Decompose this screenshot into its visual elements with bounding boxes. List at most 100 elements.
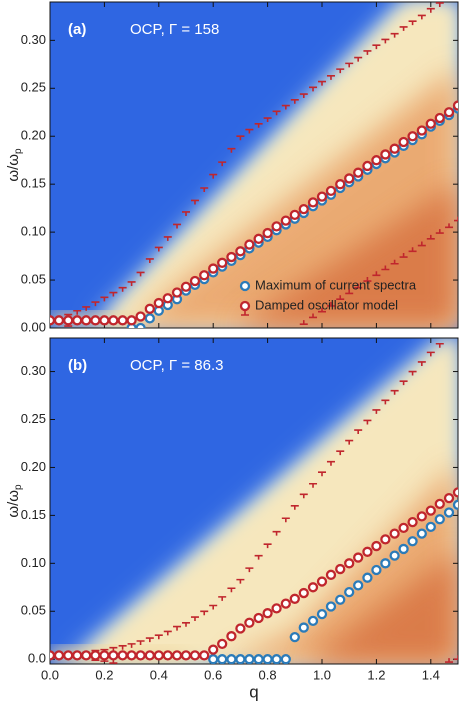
data-point bbox=[434, 514, 445, 525]
data-point bbox=[371, 564, 382, 576]
error-cap bbox=[254, 554, 263, 560]
data-point bbox=[253, 654, 264, 664]
error-cap bbox=[218, 596, 227, 601]
data-point bbox=[217, 257, 228, 268]
data-point bbox=[371, 155, 382, 166]
data-point bbox=[434, 498, 445, 510]
error-cap bbox=[399, 253, 408, 258]
data-point bbox=[81, 650, 92, 661]
data-point bbox=[199, 650, 210, 661]
error-cap bbox=[118, 644, 127, 650]
x-tick-label: 0.6 bbox=[204, 667, 222, 682]
data-point bbox=[335, 563, 346, 575]
data-point bbox=[452, 499, 458, 510]
data-point bbox=[99, 650, 110, 661]
data-point bbox=[235, 654, 246, 664]
error-cap bbox=[290, 99, 299, 104]
data-point bbox=[389, 528, 400, 539]
data-point bbox=[335, 179, 346, 190]
error-cap bbox=[290, 504, 299, 510]
data-point bbox=[108, 315, 119, 326]
data-point bbox=[126, 315, 137, 326]
data-point bbox=[53, 315, 65, 326]
legend-marker bbox=[239, 300, 251, 312]
y-tick-label: 0.10 bbox=[21, 224, 46, 239]
error-cap bbox=[390, 259, 399, 265]
data-point bbox=[298, 203, 309, 215]
legend-label: Maximum of current spectra bbox=[255, 277, 417, 292]
error-cap bbox=[408, 247, 417, 253]
error-cap bbox=[127, 281, 136, 286]
data-point bbox=[117, 650, 128, 661]
y-tick-label: 0.10 bbox=[21, 555, 46, 570]
error-cap bbox=[236, 135, 245, 141]
data-point bbox=[425, 521, 436, 533]
error-cap bbox=[109, 291, 118, 297]
data-point bbox=[325, 569, 337, 580]
error-cap bbox=[73, 309, 82, 315]
error-cap bbox=[318, 307, 326, 313]
x-tick-label: 0.8 bbox=[259, 667, 277, 682]
error-cap bbox=[417, 14, 426, 20]
error-cap bbox=[263, 117, 272, 123]
error-cap bbox=[281, 517, 290, 523]
data-point bbox=[316, 191, 328, 202]
data-point bbox=[244, 654, 255, 664]
data-point bbox=[189, 650, 201, 661]
error-cap bbox=[100, 296, 109, 302]
error-cap bbox=[127, 643, 136, 648]
annotation: OCP, Γ = 158 bbox=[130, 21, 219, 38]
data-point bbox=[325, 601, 337, 612]
heatmap bbox=[50, 338, 458, 664]
y-tick-label: 0.25 bbox=[21, 411, 46, 426]
data-point bbox=[335, 594, 346, 605]
data-point bbox=[452, 100, 458, 111]
error-cap bbox=[336, 295, 345, 301]
error-cap bbox=[91, 301, 100, 307]
error-cap bbox=[363, 277, 372, 282]
data-point bbox=[262, 227, 273, 239]
data-point bbox=[344, 558, 355, 569]
data-point bbox=[50, 315, 56, 326]
data-point bbox=[262, 654, 273, 664]
error-cap bbox=[272, 530, 281, 536]
y-tick-label: 0.30 bbox=[21, 32, 46, 47]
data-point bbox=[280, 598, 291, 609]
data-point bbox=[425, 118, 436, 129]
data-point bbox=[380, 149, 391, 160]
error-cap bbox=[454, 655, 458, 661]
data-point bbox=[289, 632, 300, 643]
data-point bbox=[63, 650, 74, 661]
y-tick-label: 0.0 bbox=[28, 651, 46, 666]
error-cap bbox=[154, 246, 163, 252]
error-cap bbox=[118, 286, 127, 292]
data-point bbox=[90, 650, 101, 661]
data-point bbox=[180, 281, 192, 292]
error-cap bbox=[173, 625, 182, 631]
error-cap bbox=[435, 2, 444, 7]
y-axis-label: ω/ωp bbox=[5, 148, 24, 182]
error-cap bbox=[326, 75, 335, 80]
data-point bbox=[63, 315, 74, 326]
error-cap bbox=[254, 122, 263, 128]
data-point bbox=[389, 143, 400, 154]
y-tick-label: 0.05 bbox=[21, 271, 46, 286]
error-cap bbox=[408, 370, 417, 376]
error-cap bbox=[318, 80, 326, 86]
error-cap bbox=[209, 173, 218, 179]
data-point bbox=[208, 654, 219, 664]
y-tick-label: 0.15 bbox=[21, 507, 46, 522]
error-cap bbox=[345, 289, 354, 295]
data-point bbox=[362, 572, 373, 583]
data-point bbox=[434, 112, 445, 124]
data-point bbox=[398, 136, 409, 148]
x-tick-label: 1.2 bbox=[367, 667, 385, 682]
y-tick-label: 0.05 bbox=[21, 603, 46, 618]
error-cap bbox=[200, 610, 209, 616]
data-point bbox=[217, 654, 228, 664]
data-point bbox=[425, 505, 436, 516]
data-point bbox=[171, 287, 183, 298]
data-point bbox=[362, 160, 373, 172]
data-point bbox=[117, 315, 128, 326]
